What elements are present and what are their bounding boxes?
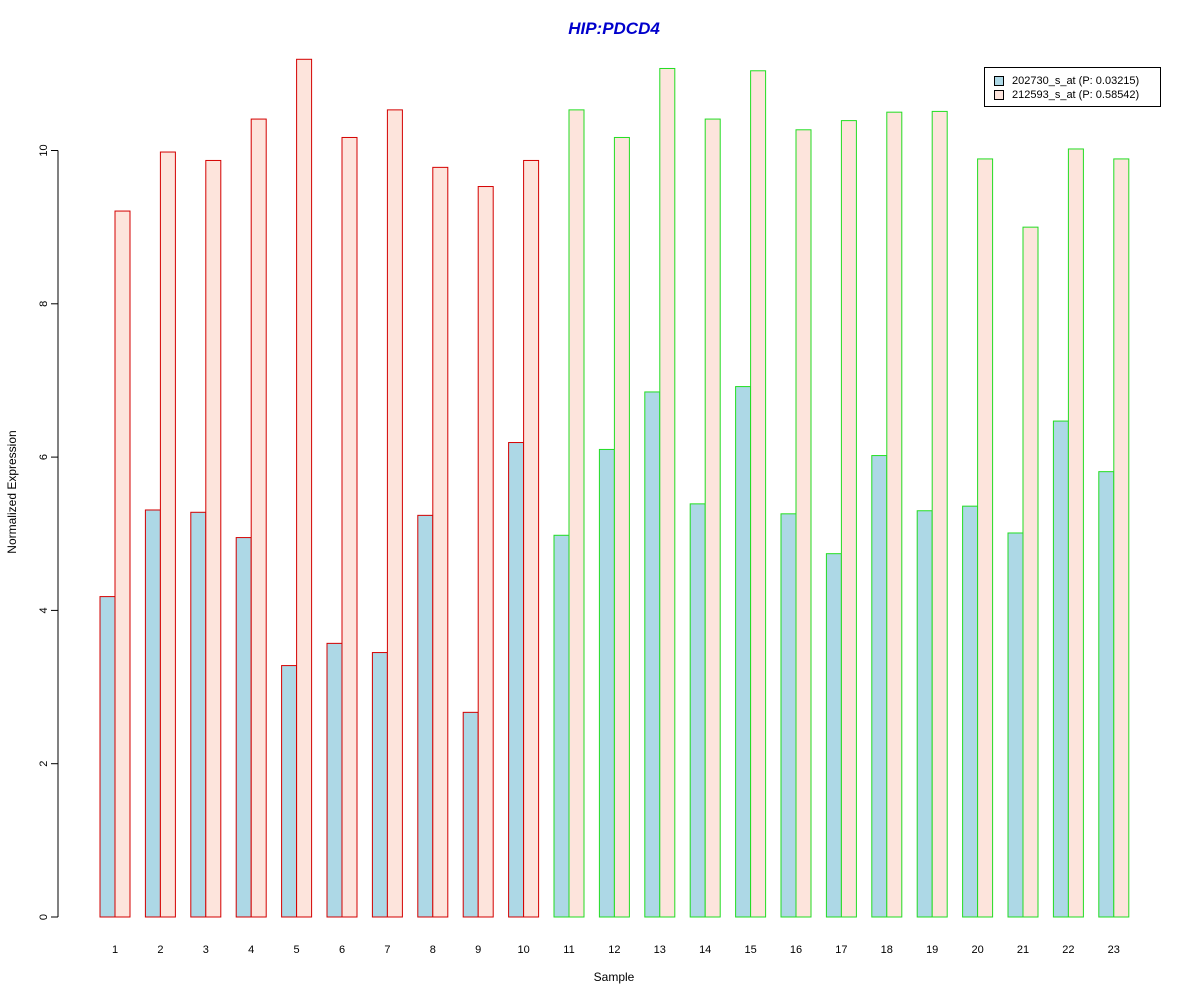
bar-2-sample-12 [613, 136, 630, 918]
x-tick-label-15: 15 [744, 944, 756, 956]
legend-swatch-series-2 [994, 90, 1004, 100]
y-tick-label-6: 6 [38, 454, 50, 460]
bar-2-sample-7 [386, 109, 403, 918]
bar-2-sample-20 [977, 158, 994, 918]
y-tick-label-0: 0 [38, 914, 50, 920]
bar-2-sample-9 [477, 186, 494, 918]
bar-1-sample-14 [689, 503, 706, 918]
bar-1-sample-4 [235, 537, 252, 918]
bar-2-sample-19 [931, 110, 948, 918]
bar-1-sample-1 [99, 596, 116, 918]
x-axis-label: Sample [593, 970, 635, 984]
bar-2-sample-5 [296, 58, 313, 918]
bar-1-sample-21 [1007, 532, 1024, 918]
bar-1-sample-17 [825, 553, 842, 918]
x-tick-label-10: 10 [517, 944, 529, 956]
bar-2-sample-1 [114, 210, 131, 918]
x-tick-label-19: 19 [926, 944, 938, 956]
bar-1-sample-7 [371, 652, 388, 918]
bar-1-sample-22 [1052, 420, 1069, 918]
bar-1-sample-13 [644, 391, 661, 918]
bar-1-sample-5 [281, 665, 298, 918]
bar-1-sample-11 [553, 534, 570, 918]
x-tick-label-20: 20 [971, 944, 983, 956]
x-tick-label-16: 16 [790, 944, 802, 956]
bar-1-sample-15 [735, 386, 752, 918]
bar-1-sample-19 [916, 510, 933, 918]
bar-2-sample-18 [886, 111, 903, 918]
legend-swatch-series-1 [994, 76, 1004, 86]
bar-1-sample-8 [417, 514, 434, 918]
bar-2-sample-6 [341, 136, 358, 918]
x-tick-label-14: 14 [699, 944, 711, 956]
bar-2-sample-16 [795, 129, 812, 918]
bar-1-sample-20 [962, 505, 979, 918]
x-tick-label-1: 1 [112, 944, 118, 956]
x-tick-label-7: 7 [384, 944, 390, 956]
y-tick-label-2: 2 [38, 761, 50, 767]
y-axis-label: Normalized Expression [5, 430, 19, 554]
bar-1-sample-23 [1098, 471, 1115, 918]
bar-2-sample-2 [159, 151, 176, 918]
legend-label-series-1: 202730_s_at (P: 0.03215) [1012, 75, 1140, 87]
x-tick-label-23: 23 [1108, 944, 1120, 956]
bar-1-sample-10 [508, 442, 525, 918]
bar-2-sample-8 [432, 166, 449, 918]
bar-2-sample-4 [250, 118, 267, 918]
legend-label-series-2: 212593_s_at (P: 0.58542) [1012, 89, 1140, 101]
bar-1-sample-18 [871, 455, 888, 918]
x-tick-labels: 1 2 3 4 5 6 7 8 9 10 11 12 13 14 15 16 17 18 19 20 21 22 23 [112, 944, 1120, 956]
x-tick-label-18: 18 [881, 944, 893, 956]
bar-1-sample-3 [190, 511, 207, 918]
x-tick-label-12: 12 [608, 944, 620, 956]
bars-layer [99, 58, 1130, 918]
legend-item: 202730_s_at (P: 0.03215) [994, 74, 1160, 88]
bar-1-sample-6 [326, 642, 343, 918]
bar-1-sample-2 [144, 509, 161, 918]
x-tick-label-13: 13 [654, 944, 666, 956]
y-tick-label-10: 10 [38, 144, 50, 156]
bar-1-sample-12 [598, 448, 615, 918]
x-tick-label-9: 9 [475, 944, 481, 956]
bar-2-sample-11 [568, 109, 585, 918]
bar-2-sample-23 [1113, 158, 1130, 918]
bar-2-sample-3 [205, 159, 222, 918]
bar-2-sample-17 [840, 120, 857, 918]
x-tick-label-11: 11 [563, 944, 574, 956]
bar-2-sample-22 [1067, 148, 1084, 918]
bar-1-sample-9 [462, 711, 479, 918]
x-tick-label-8: 8 [430, 944, 436, 956]
bar-1-sample-16 [780, 513, 797, 918]
bar-2-sample-13 [659, 67, 676, 918]
x-tick-label-3: 3 [203, 944, 209, 956]
y-tick-label-4: 4 [38, 607, 50, 613]
x-tick-label-22: 22 [1062, 944, 1074, 956]
x-tick-label-6: 6 [339, 944, 345, 956]
legend-item: 212593_s_at (P: 0.58542) [994, 88, 1160, 102]
bar-2-sample-15 [750, 70, 767, 918]
x-tick-label-2: 2 [157, 944, 163, 956]
legend: 202730_s_at (P: 0.03215) 212593_s_at (P:… [984, 67, 1161, 107]
bar-2-sample-14 [704, 118, 721, 918]
x-tick-label-5: 5 [294, 944, 300, 956]
bar-2-sample-21 [1022, 226, 1039, 918]
y-axis: 0 2 4 6 8 10 [38, 144, 59, 920]
chart-title: HIP:PDCD4 [568, 19, 660, 38]
x-tick-label-17: 17 [835, 944, 847, 956]
x-tick-label-4: 4 [248, 944, 254, 956]
x-tick-label-21: 21 [1017, 944, 1029, 956]
y-tick-label-8: 8 [38, 301, 50, 307]
bar-2-sample-10 [523, 159, 540, 918]
